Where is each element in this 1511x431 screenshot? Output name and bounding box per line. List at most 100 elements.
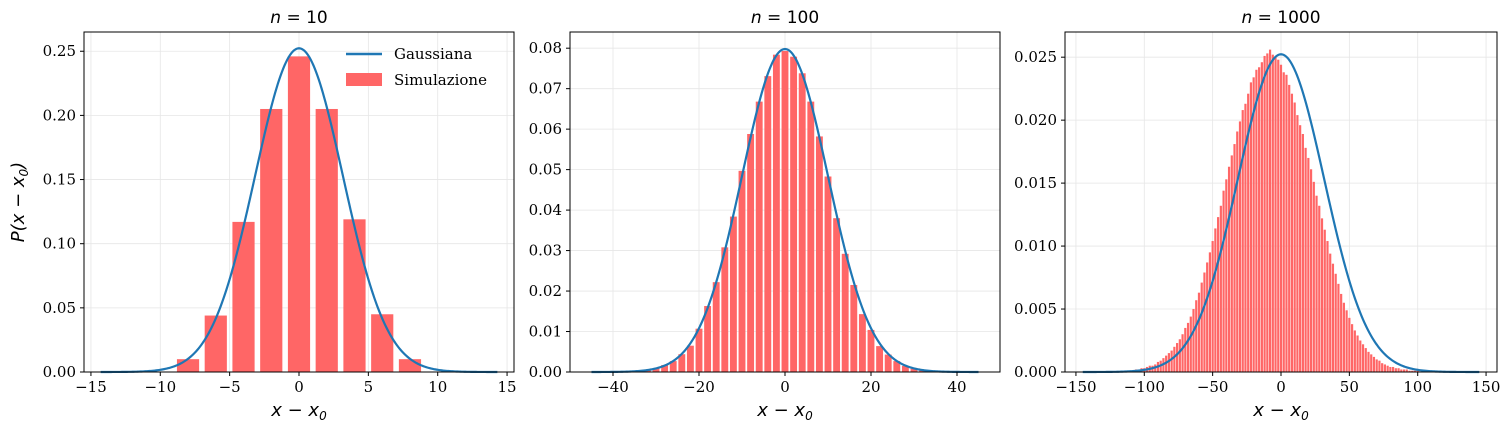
bar xyxy=(1252,77,1255,372)
bar xyxy=(1320,218,1324,372)
y-tick-label: 0.20 xyxy=(43,106,76,124)
bar xyxy=(1290,93,1294,372)
bar xyxy=(1353,330,1356,372)
bar xyxy=(1249,82,1253,373)
bar xyxy=(1402,369,1406,372)
bar xyxy=(1173,346,1176,372)
legend-swatch-simulation xyxy=(346,73,382,86)
panel-title: n = 1000 xyxy=(1241,8,1320,28)
bar xyxy=(1263,55,1266,372)
bar xyxy=(1236,131,1239,372)
bar xyxy=(1206,262,1209,372)
x-tick-label: −40 xyxy=(597,378,629,396)
bar xyxy=(669,361,677,372)
bar xyxy=(1247,93,1250,372)
bar xyxy=(695,328,703,372)
bar xyxy=(1296,115,1299,372)
y-tick-label: 0.01 xyxy=(529,323,562,341)
bar xyxy=(910,368,918,372)
bar xyxy=(1392,366,1395,372)
bar xyxy=(1271,54,1274,373)
y-tick-label: 0.00 xyxy=(529,363,562,381)
x-tick-label: −150 xyxy=(1055,378,1096,396)
x-tick-label: 0 xyxy=(294,378,304,396)
bar xyxy=(781,51,789,373)
bar xyxy=(1350,324,1354,372)
bar xyxy=(1176,343,1179,372)
bar xyxy=(1282,72,1285,372)
y-tick-label: 0.03 xyxy=(529,242,562,260)
bar xyxy=(1200,282,1203,372)
x-tick-label: 0 xyxy=(780,378,790,396)
panel-title: n = 100 xyxy=(751,8,819,28)
bar xyxy=(884,354,892,372)
x-tick-label: 15 xyxy=(498,378,517,396)
bar xyxy=(1260,62,1263,372)
bar xyxy=(1214,228,1217,372)
y-tick-label: 0.02 xyxy=(529,282,562,300)
bar xyxy=(1370,354,1373,372)
bar xyxy=(1293,102,1296,372)
bar xyxy=(1326,241,1329,372)
bar xyxy=(1184,327,1187,372)
bar xyxy=(1389,366,1392,372)
gaussian-curve xyxy=(591,47,979,374)
bar xyxy=(1315,195,1318,372)
bar xyxy=(1197,292,1201,372)
bar xyxy=(1334,273,1337,372)
bar xyxy=(1244,103,1247,373)
x-axis-label: x − x0 xyxy=(756,400,813,423)
bar xyxy=(747,134,755,372)
bar xyxy=(824,176,832,372)
legend: Gaussiana Simulazione xyxy=(346,45,487,89)
bar xyxy=(1361,344,1365,372)
y-tick-label: 0.06 xyxy=(529,120,562,138)
y-ticks: 0.00 0.01 0.02 0.03 0.04 0.05 0.06 0.07 0.08 xyxy=(529,39,570,381)
y-tick-label: 0.005 xyxy=(1014,300,1057,318)
bar xyxy=(1416,370,1419,372)
x-tick-label: 100 xyxy=(1403,378,1432,396)
bar xyxy=(398,359,422,372)
bar xyxy=(1408,370,1411,372)
bar xyxy=(1181,334,1184,372)
bar xyxy=(1189,316,1192,372)
x-axis-label: x − x0 xyxy=(1252,400,1309,423)
bar xyxy=(232,221,255,372)
bar xyxy=(1378,360,1381,372)
bar xyxy=(876,346,884,372)
y-tick-label: 0.10 xyxy=(43,235,76,253)
bar xyxy=(1277,59,1280,372)
bar xyxy=(315,108,338,372)
bar xyxy=(1318,205,1321,372)
y-tick-label: 0.08 xyxy=(529,39,562,57)
bar xyxy=(790,56,798,372)
bar xyxy=(1230,155,1233,372)
bar xyxy=(1375,359,1378,372)
bar xyxy=(867,329,875,372)
bar xyxy=(1233,144,1236,372)
bar xyxy=(1217,217,1220,372)
bar xyxy=(1301,134,1304,372)
panel-n100: −40 −20 0 20 400.000.010.020.030.040.050.060… xyxy=(529,8,1001,423)
legend-label-gaussian: Gaussiana xyxy=(394,45,472,63)
y-tick-label: 0.015 xyxy=(1014,174,1057,192)
bar xyxy=(1192,309,1195,372)
bar xyxy=(176,359,200,372)
bar xyxy=(764,76,772,372)
bar xyxy=(704,306,712,372)
bar xyxy=(1386,365,1389,372)
bar xyxy=(1203,272,1206,372)
grid xyxy=(84,32,514,373)
bar xyxy=(1367,351,1370,372)
bar xyxy=(1258,67,1261,372)
bar xyxy=(643,370,651,372)
bar xyxy=(1331,263,1335,372)
y-tick-label: 0.000 xyxy=(1014,363,1057,381)
x-tick-label: 150 xyxy=(1472,378,1501,396)
bar xyxy=(1241,110,1244,373)
bar xyxy=(1381,363,1384,372)
x-tick-label: 0 xyxy=(1276,378,1286,396)
bar xyxy=(204,315,227,372)
bar xyxy=(1255,69,1258,373)
